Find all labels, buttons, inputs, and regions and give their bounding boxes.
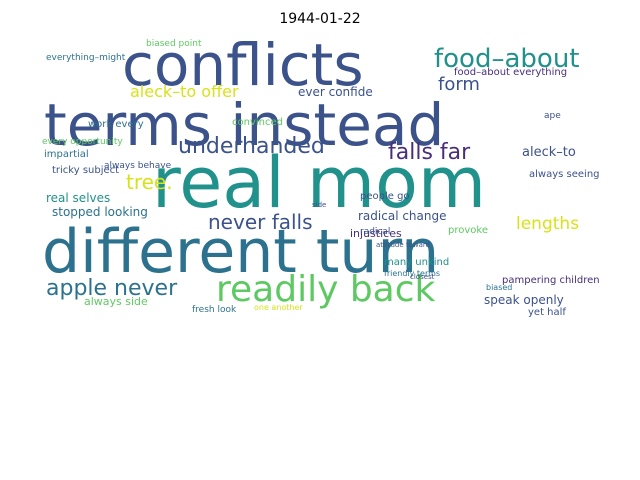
cloud-word: real mom: [152, 142, 487, 224]
cloud-word: ape: [544, 111, 561, 121]
chart-title: 1944-01-22: [279, 11, 361, 27]
cloud-word: lengths: [516, 214, 580, 234]
cloud-word: radical change: [358, 209, 447, 223]
cloud-word: form: [438, 74, 480, 95]
cloud-word: yet half: [528, 307, 566, 318]
cloud-word: side: [312, 201, 327, 209]
cloud-word: apple never: [46, 276, 178, 301]
cloud-word: injustices: [350, 227, 402, 240]
cloud-word: speak openly: [484, 293, 564, 307]
cloud-word: falls far: [388, 140, 471, 165]
cloud-word: food–about everything: [454, 67, 568, 78]
cloud-word: radical: [360, 227, 391, 237]
cloud-word: always seeing: [529, 169, 600, 180]
cloud-word: provoke: [448, 225, 488, 236]
cloud-word: readily back: [216, 269, 436, 310]
cloud-word: pampering children: [502, 275, 600, 286]
cloud-word: biased point: [146, 39, 202, 49]
cloud-word: ever confide: [298, 85, 373, 99]
cloud-word: conflicts: [122, 36, 364, 99]
cloud-word: impartial: [44, 149, 89, 160]
cloud-word: tree.: [126, 170, 173, 194]
cloud-word: real selves: [46, 191, 111, 205]
cloud-word: work every: [88, 119, 144, 130]
cloud-word: everything–might: [46, 53, 126, 63]
cloud-word: always behave: [104, 161, 172, 171]
cloud-word: aleck–to: [522, 145, 576, 160]
cloud-word: every opportunity: [42, 137, 123, 147]
cloud-word: one another: [254, 303, 303, 312]
cloud-word: convinced: [232, 117, 283, 128]
cloud-word: stopped looking: [52, 205, 148, 219]
cloud-word: underhanded: [178, 134, 325, 159]
cloud-word: food–about: [434, 44, 580, 74]
cloud-word: many unkind: [384, 257, 450, 268]
cloud-word: aleck–to offer: [130, 82, 239, 101]
cloud-word: tricky subject: [52, 165, 120, 176]
cloud-word: people go: [360, 191, 410, 202]
cloud-word: never falls: [208, 210, 313, 234]
word-cloud: real mom terms instead different turn co…: [40, 36, 600, 318]
cloud-word: always side: [84, 295, 148, 308]
cloud-word: fresh look: [192, 305, 237, 315]
cloud-word: friendly terms: [384, 269, 441, 278]
cloud-word: attitude toward: [376, 241, 431, 249]
cloud-word: terms instead: [44, 91, 445, 159]
cloud-word: closest: [410, 273, 435, 281]
cloud-word: biased: [486, 283, 513, 292]
cloud-word: different turn: [42, 217, 440, 287]
